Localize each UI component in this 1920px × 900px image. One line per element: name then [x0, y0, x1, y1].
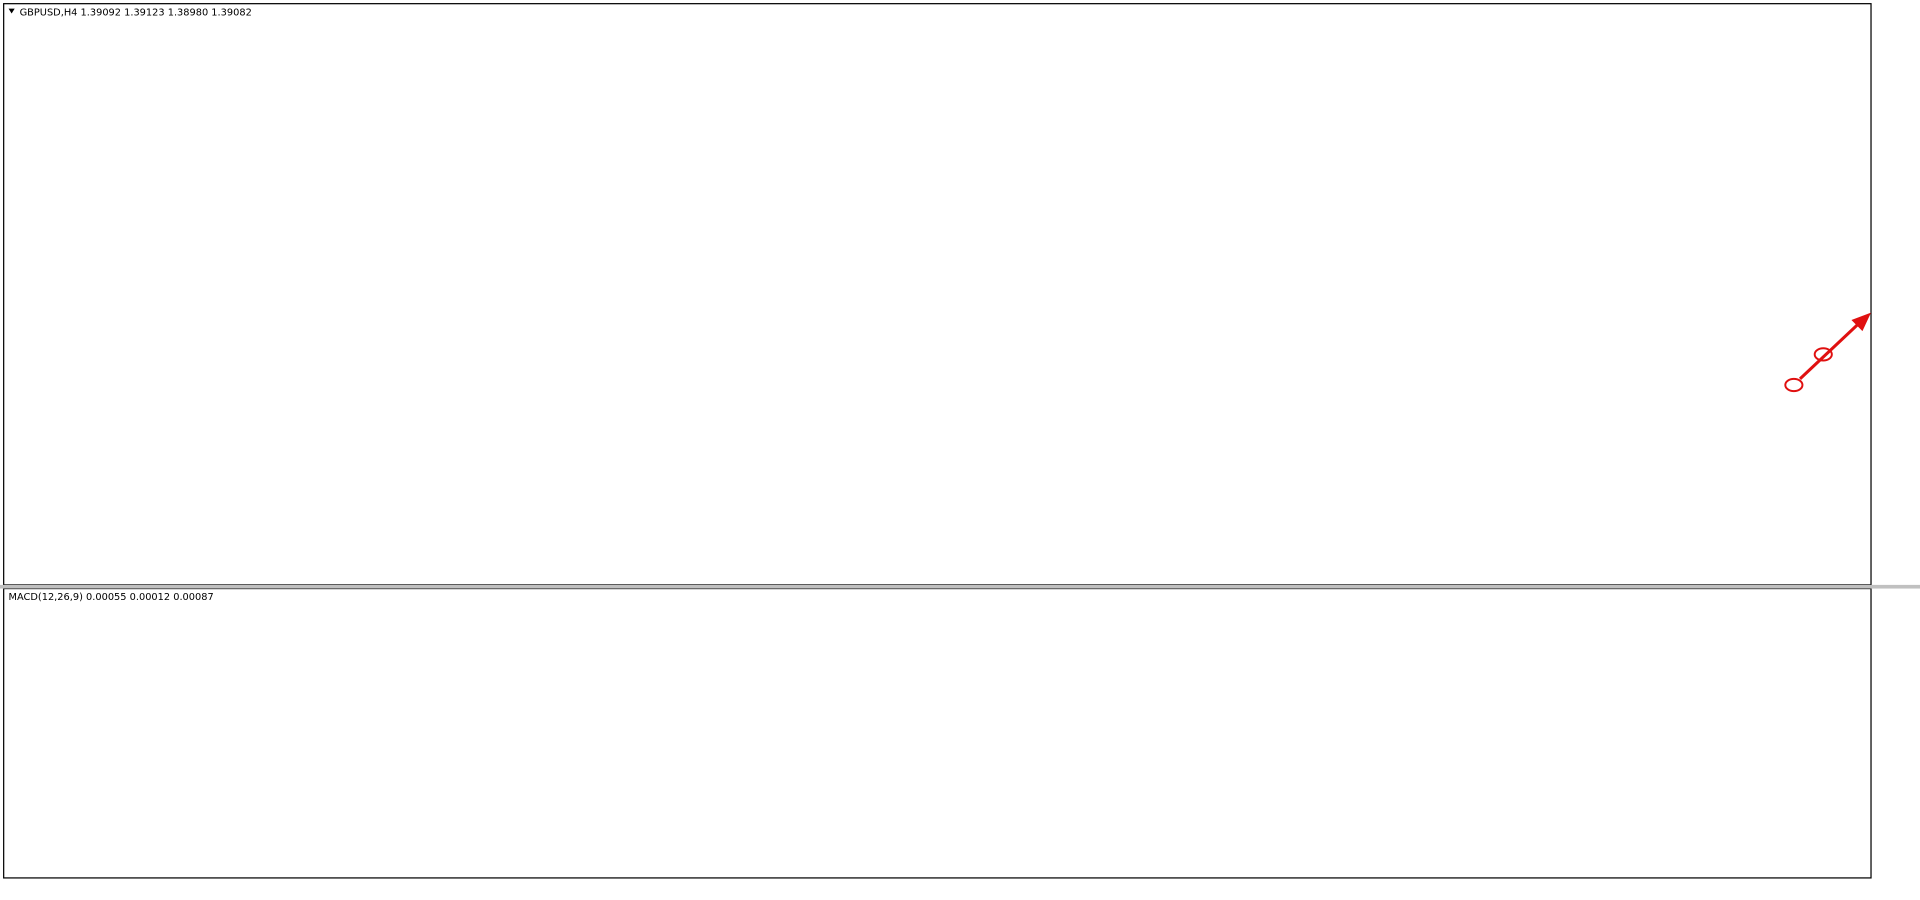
annotation-drawings: [1784, 312, 1872, 393]
low-circle: [1784, 377, 1804, 393]
low-circle: [1813, 347, 1833, 362]
trend-arrow: [1798, 320, 1863, 380]
macd-title: MACD(12,26,9) 0.00055 0.00012 0.00087: [9, 592, 214, 603]
chart-title: GBPUSD,H4 1.39092 1.39123 1.38980 1.3908…: [20, 7, 252, 18]
panel-separator: [0, 584, 1920, 589]
menu-arrow[interactable]: [8, 8, 15, 14]
arrow-head: [1851, 312, 1872, 332]
